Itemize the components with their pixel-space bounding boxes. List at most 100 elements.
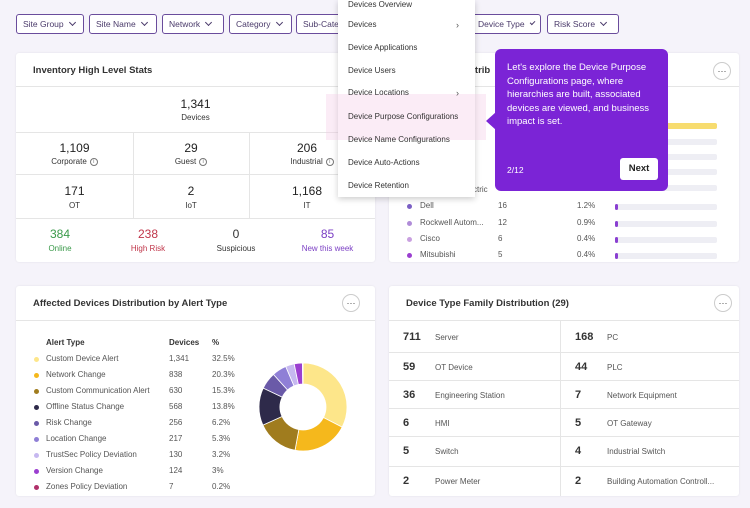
divider bbox=[561, 466, 739, 467]
industrial-text: Industrial bbox=[290, 157, 323, 166]
vendor-row[interactable]: Mitsubishi 5 0.4% bbox=[405, 250, 720, 262]
device-family-cell[interactable]: 6 HMI bbox=[389, 408, 560, 438]
filter-category[interactable]: Category bbox=[229, 14, 292, 34]
alert-type-row[interactable]: Network Change 838 20.3% bbox=[34, 370, 244, 382]
family-label: Engineering Station bbox=[435, 391, 505, 400]
alert-type-count: 217 bbox=[169, 434, 183, 443]
menu-item-devices-overview[interactable]: Devices Overview bbox=[348, 0, 413, 9]
legend-dot bbox=[407, 253, 412, 258]
donut-slice[interactable] bbox=[302, 362, 348, 428]
alert-type-row[interactable]: Custom Communication Alert 630 15.3% bbox=[34, 386, 244, 398]
chevron-down-icon bbox=[529, 19, 536, 26]
high-risk-label: High Risk bbox=[130, 244, 166, 253]
device-family-cell[interactable]: 7 Network Equipment bbox=[561, 380, 739, 410]
menu-item-device-users[interactable]: Device Users bbox=[348, 66, 396, 75]
alert-type-row[interactable]: TrustSec Policy Deviation 130 3.2% bbox=[34, 450, 244, 462]
device-family-cell[interactable]: 5 Switch bbox=[389, 436, 560, 466]
alert-type-row[interactable]: Custom Device Alert 1,341 32.5% bbox=[34, 354, 244, 366]
vendor-pct: 1.2% bbox=[577, 201, 596, 210]
divider bbox=[389, 352, 560, 353]
menu-item-device-retention[interactable]: Device Retention bbox=[348, 181, 409, 190]
divider bbox=[16, 132, 375, 133]
alert-type-name: Version Change bbox=[46, 466, 103, 475]
alert-type-count: 124 bbox=[169, 466, 183, 475]
filter-device-type[interactable]: Device Type bbox=[471, 14, 541, 34]
industrial-label: Industrial i bbox=[249, 157, 375, 166]
info-icon[interactable]: i bbox=[89, 157, 98, 166]
device-family-cell[interactable]: 59 OT Device bbox=[389, 352, 560, 382]
alert-type-row[interactable]: Risk Change 256 6.2% bbox=[34, 418, 244, 430]
vendor-count: 12 bbox=[498, 218, 507, 227]
guest-value[interactable]: 29 bbox=[184, 141, 198, 155]
device-family-cell[interactable]: 5 OT Gateway bbox=[561, 408, 739, 438]
more-options-button[interactable]: ⋯ bbox=[714, 294, 732, 312]
bar-track bbox=[615, 253, 717, 259]
divider bbox=[389, 466, 560, 467]
menu-item-device-purpose-configurations[interactable]: Device Purpose Configurations bbox=[348, 112, 459, 121]
industrial-value[interactable]: 206 bbox=[296, 141, 318, 155]
family-count: 59 bbox=[403, 361, 416, 373]
iot-value[interactable]: 2 bbox=[187, 184, 195, 198]
menu-item-device-applications[interactable]: Device Applications bbox=[348, 43, 418, 52]
device-family-cell[interactable]: 36 Engineering Station bbox=[389, 380, 560, 410]
divider bbox=[561, 436, 739, 437]
family-count: 4 bbox=[575, 445, 582, 457]
filter-label: Sub-Cate bbox=[303, 19, 339, 29]
more-options-button[interactable]: ⋯ bbox=[713, 62, 731, 80]
filter-site-name[interactable]: Site Name bbox=[89, 14, 157, 34]
filter-risk-score[interactable]: Risk Score bbox=[547, 14, 619, 34]
alert-type-row[interactable]: Zones Policy Deviation 7 0.2% bbox=[34, 482, 244, 494]
family-count: 36 bbox=[403, 389, 416, 401]
ot-value[interactable]: 171 bbox=[64, 184, 85, 198]
alert-type-donut-chart[interactable] bbox=[253, 357, 353, 457]
total-devices-value[interactable]: 1,341 bbox=[180, 97, 211, 111]
donut-slice[interactable] bbox=[302, 362, 304, 385]
family-label: Switch bbox=[435, 447, 459, 456]
menu-item-device-name-configurations[interactable]: Device Name Configurations bbox=[348, 135, 450, 144]
bar-fill bbox=[615, 204, 618, 210]
new-this-week-value[interactable]: 85 bbox=[320, 227, 335, 241]
more-options-button[interactable]: ⋯ bbox=[342, 294, 360, 312]
tour-tooltip: Let's explore the Device Purpose Configu… bbox=[495, 49, 668, 191]
tooltip-text: Let's explore the Device Purpose Configu… bbox=[507, 62, 650, 127]
guest-text: Guest bbox=[174, 157, 197, 166]
info-icon[interactable]: i bbox=[325, 157, 334, 166]
card-title: Device Type Family Distribution (29) bbox=[406, 298, 569, 309]
family-count: 5 bbox=[403, 445, 410, 457]
alert-type-pct: 3% bbox=[212, 466, 224, 475]
family-label: OT Gateway bbox=[607, 419, 652, 428]
chevron-down-icon bbox=[205, 18, 213, 27]
vendor-name-partial: ctric bbox=[473, 185, 488, 194]
online-value[interactable]: 384 bbox=[49, 227, 71, 241]
alert-type-row[interactable]: Location Change 217 5.3% bbox=[34, 434, 244, 446]
device-family-cell[interactable]: 711 Server bbox=[389, 322, 560, 352]
it-value[interactable]: 1,168 bbox=[291, 184, 323, 198]
vendor-count: 5 bbox=[498, 250, 503, 259]
alert-type-row[interactable]: Offline Status Change 568 13.8% bbox=[34, 402, 244, 414]
alert-type-row[interactable]: Version Change 124 3% bbox=[34, 466, 244, 478]
vendor-row[interactable]: Rockwell Autom... 12 0.9% bbox=[405, 218, 720, 230]
menu-item-devices[interactable]: Devices bbox=[348, 20, 377, 29]
corporate-value[interactable]: 1,109 bbox=[59, 141, 90, 155]
info-icon[interactable]: i bbox=[199, 157, 208, 166]
device-family-cell[interactable]: 2 Building Automation Controll... bbox=[561, 466, 739, 496]
next-button[interactable]: Next bbox=[620, 158, 658, 180]
vendor-row[interactable]: Cisco 6 0.4% bbox=[405, 234, 720, 246]
alert-type-name: TrustSec Policy Deviation bbox=[46, 450, 137, 459]
alert-type-count: 630 bbox=[169, 386, 183, 395]
menu-item-device-auto-actions[interactable]: Device Auto-Actions bbox=[348, 158, 420, 167]
device-family-cell[interactable]: 168 PC bbox=[561, 322, 739, 352]
card-title: Inventory High Level Stats bbox=[33, 65, 153, 76]
filter-label: Site Name bbox=[96, 19, 136, 29]
high-risk-value[interactable]: 238 bbox=[137, 227, 159, 241]
suspicious-value[interactable]: 0 bbox=[232, 227, 240, 241]
device-family-cell[interactable]: 44 PLC bbox=[561, 352, 739, 382]
filter-network[interactable]: Network bbox=[162, 14, 224, 34]
divider bbox=[133, 132, 134, 174]
total-devices-label: Devices bbox=[181, 113, 210, 122]
vendor-row[interactable]: Dell 16 1.2% bbox=[405, 201, 720, 213]
filter-site-group[interactable]: Site Group bbox=[16, 14, 84, 34]
menu-item-device-locations[interactable]: Device Locations bbox=[348, 88, 409, 97]
device-family-cell[interactable]: 2 Power Meter bbox=[389, 466, 560, 496]
device-family-cell[interactable]: 4 Industrial Switch bbox=[561, 436, 739, 466]
